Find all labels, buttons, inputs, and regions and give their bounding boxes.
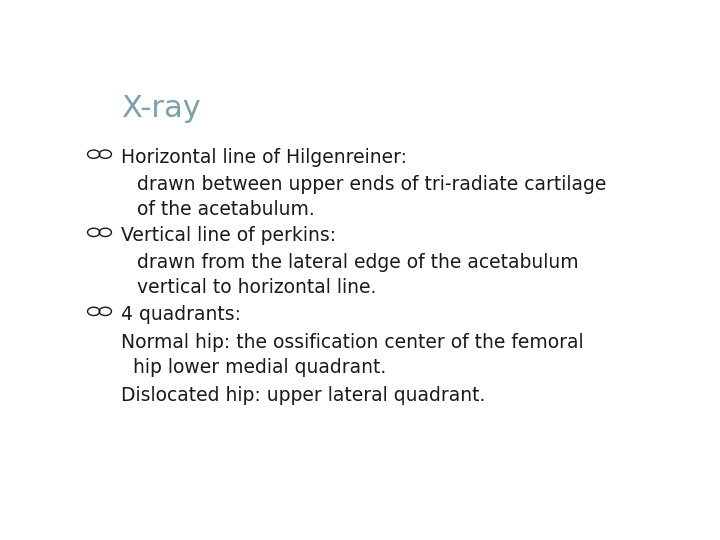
Text: Dislocated hip: upper lateral quadrant.: Dislocated hip: upper lateral quadrant.: [121, 386, 485, 405]
Text: Normal hip: the ossification center of the femoral: Normal hip: the ossification center of t…: [121, 333, 583, 352]
Text: drawn between upper ends of tri-radiate cartilage: drawn between upper ends of tri-radiate …: [138, 175, 607, 194]
Text: 4 quadrants:: 4 quadrants:: [121, 305, 240, 324]
Text: X-ray: X-ray: [121, 94, 200, 123]
Text: drawn from the lateral edge of the acetabulum: drawn from the lateral edge of the aceta…: [138, 253, 579, 272]
Text: Horizontal line of Hilgenreiner:: Horizontal line of Hilgenreiner:: [121, 148, 407, 167]
Text: Vertical line of perkins:: Vertical line of perkins:: [121, 226, 336, 245]
Text: hip lower medial quadrant.: hip lower medial quadrant.: [121, 358, 386, 377]
Text: of the acetabulum.: of the acetabulum.: [138, 200, 315, 219]
Text: vertical to horizontal line.: vertical to horizontal line.: [138, 278, 377, 297]
